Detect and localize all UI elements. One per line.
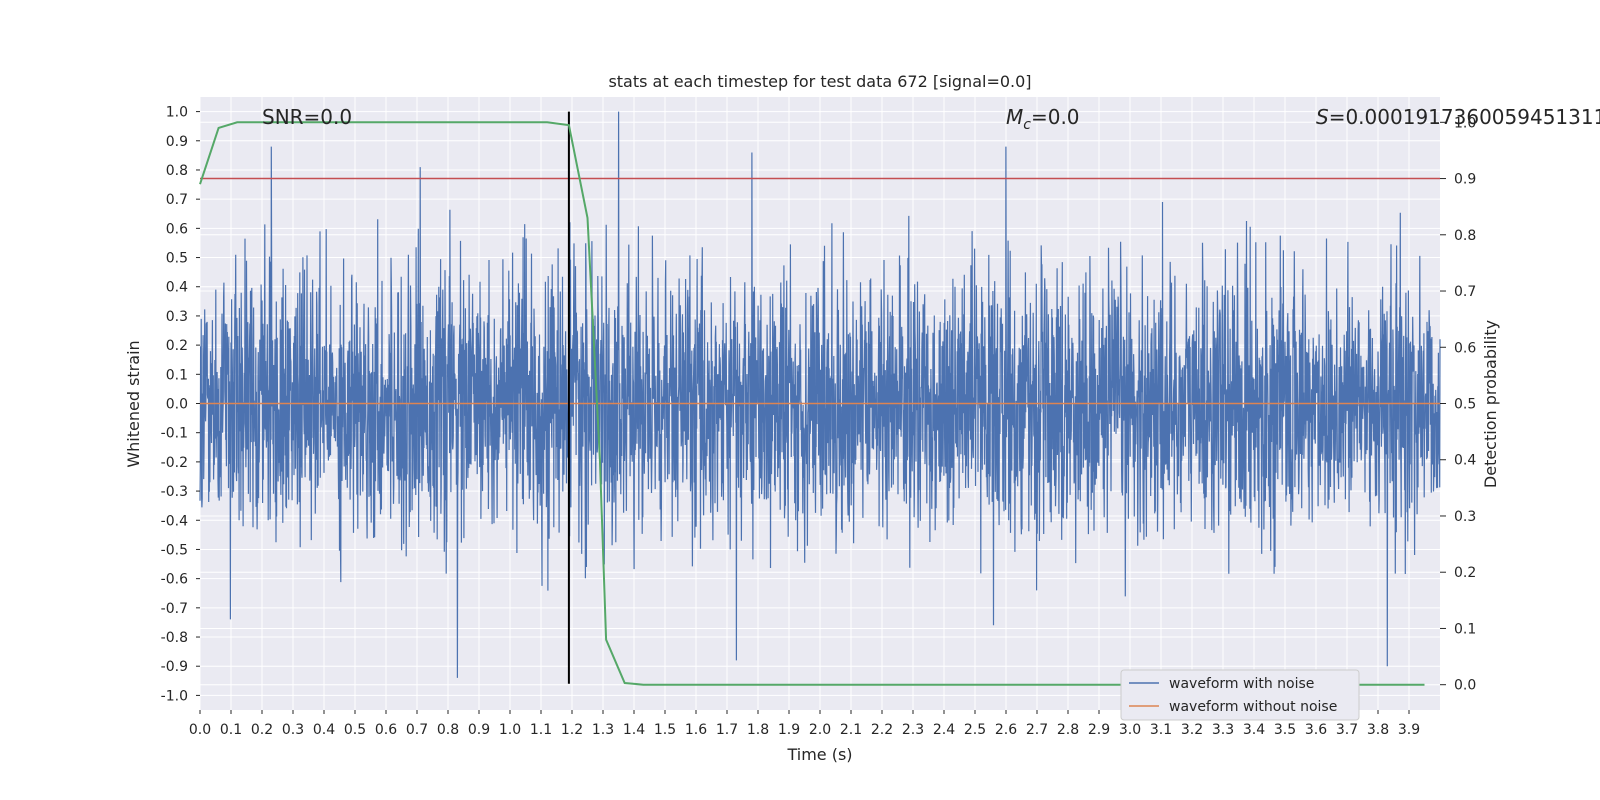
x-tick-label: 3.7	[1336, 722, 1358, 738]
y2-tick-label: 0.9	[1454, 172, 1476, 188]
reference-lines	[199, 111, 1440, 686]
x-tick-label: 3.8	[1367, 722, 1389, 738]
mc-annotation: Mc=0.0	[1006, 105, 1080, 133]
x-tick-label: 3.6	[1305, 722, 1327, 738]
x-axis-ticks: 0.0 0.1 0.2 0.3 0.4 0.5 0.6 0.7 0.8 0.9 1.0 1.1 1.2 1…	[189, 710, 1420, 738]
x-tick-label: 0.8	[437, 722, 459, 738]
x-tick-label: 2.9	[1088, 722, 1110, 738]
waveform-with-noise-line	[199, 111, 1441, 678]
x-tick-label: 0.4	[313, 722, 335, 738]
x-tick-label: 2.1	[840, 722, 862, 738]
y-tick-label: 0.9	[166, 134, 188, 150]
y-tick-label: 0.1	[166, 367, 188, 383]
y-tick-label: -0.6	[161, 572, 188, 588]
y2-tick-label: 0.7	[1454, 284, 1476, 300]
x-tick-label: 1.3	[592, 722, 614, 738]
y2-tick-label: 0.6	[1454, 340, 1476, 356]
x-tick-label: 2.8	[1057, 722, 1079, 738]
x-tick-label: 0.3	[282, 722, 304, 738]
x-tick-label: 2.7	[1026, 722, 1048, 738]
x-tick-label: 2.0	[809, 722, 831, 738]
x-tick-label: 2.4	[933, 722, 955, 738]
y2-tick-label: 0.2	[1454, 565, 1476, 581]
y2-axis-label: Detection probability	[1481, 320, 1500, 488]
y-tick-label: 0.6	[166, 221, 188, 237]
x-tick-label: 3.1	[1150, 722, 1172, 738]
mc-symbol: M	[1006, 105, 1023, 129]
y2-tick-label: 0.3	[1454, 509, 1476, 525]
y2-tick-label: 0.0	[1454, 678, 1476, 694]
snr-annotation: SNR=0.0	[262, 105, 352, 129]
y2-tick-label: 0.4	[1454, 453, 1476, 469]
y-tick-label: -0.4	[161, 513, 188, 529]
x-tick-label: 1.8	[747, 722, 769, 738]
x-tick-label: 0.2	[251, 722, 273, 738]
chart-title: stats at each timestep for test data 672…	[608, 72, 1031, 91]
y2-tick-label: 0.1	[1454, 621, 1476, 637]
x-tick-label: 0.5	[344, 722, 366, 738]
legend-label-clean: waveform without noise	[1169, 699, 1337, 715]
y-tick-label: -0.7	[161, 601, 188, 617]
y-tick-label: 1.0	[166, 105, 188, 121]
x-tick-label: 2.3	[902, 722, 924, 738]
x-tick-label: 3.4	[1243, 722, 1265, 738]
x-tick-label: 3.2	[1181, 722, 1203, 738]
y-tick-label: 0.7	[166, 192, 188, 208]
detection-probability-line	[199, 121, 1425, 686]
y2-axis-ticks: 1.0 0.9 0.8 0.7 0.6 0.5 0.4 0.3 0.2 0.1 0.0	[1440, 115, 1476, 694]
y-tick-label: 0.4	[166, 280, 188, 296]
x-tick-label: 1.9	[778, 722, 800, 738]
x-tick-label: 3.3	[1212, 722, 1234, 738]
x-tick-label: 2.2	[871, 722, 893, 738]
y-tick-label: 0.8	[166, 163, 188, 179]
s-annotation: S=0.0001917360059451311	[1316, 105, 1600, 129]
s-value: =0.0001917360059451311	[1329, 105, 1600, 129]
y-tick-label: 0.0	[166, 397, 188, 413]
y-tick-label: -0.9	[161, 659, 188, 675]
mc-value: =0.0	[1031, 105, 1080, 129]
y-tick-label: -0.8	[161, 630, 188, 646]
legend: waveform with noise waveform without noi…	[1120, 669, 1360, 721]
x-tick-label: 1.0	[499, 722, 521, 738]
y-tick-label: 0.2	[166, 338, 188, 354]
y-tick-label: 0.5	[166, 251, 188, 267]
s-symbol: S	[1316, 105, 1329, 129]
y-tick-label: 0.3	[166, 309, 188, 325]
y-axis-label: Whitened strain	[124, 340, 143, 467]
x-tick-label: 1.6	[685, 722, 707, 738]
x-tick-label: 2.5	[964, 722, 986, 738]
x-tick-label: 1.5	[654, 722, 676, 738]
x-tick-label: 0.9	[468, 722, 490, 738]
x-tick-label: 3.0	[1119, 722, 1141, 738]
legend-label-noise: waveform with noise	[1169, 676, 1314, 692]
legend-box	[1120, 669, 1360, 721]
y2-tick-label: 0.5	[1454, 397, 1476, 413]
mc-subscript: c	[1023, 117, 1031, 133]
x-tick-label: 2.6	[995, 722, 1017, 738]
x-tick-label: 1.1	[530, 722, 552, 738]
y-tick-label: -0.3	[161, 484, 188, 500]
x-tick-label: 3.9	[1398, 722, 1420, 738]
x-tick-label: 1.4	[623, 722, 645, 738]
x-tick-label: 0.1	[220, 722, 242, 738]
y-tick-label: -0.2	[161, 455, 188, 471]
y-tick-label: -1.0	[161, 688, 188, 704]
x-tick-label: 0.7	[406, 722, 428, 738]
x-tick-label: 0.6	[375, 722, 397, 738]
y-axis-ticks: 1.0 0.9 0.8 0.7 0.6 0.5 0.4 0.3 0.2 0.1 0.0 -0.1 -0.…	[161, 105, 200, 704]
x-tick-label: 1.2	[561, 722, 583, 738]
x-axis-label: Time (s)	[786, 745, 852, 764]
y2-tick-label: 0.8	[1454, 228, 1476, 244]
x-tick-label: 1.7	[716, 722, 738, 738]
y-tick-label: -0.5	[161, 542, 188, 558]
waveform-with-noise-path	[199, 111, 1441, 678]
x-tick-label: 3.5	[1274, 722, 1296, 738]
x-tick-label: 0.0	[189, 722, 211, 738]
y2-tick-label: 1.0	[1454, 115, 1476, 131]
y-tick-label: -0.1	[161, 426, 188, 442]
